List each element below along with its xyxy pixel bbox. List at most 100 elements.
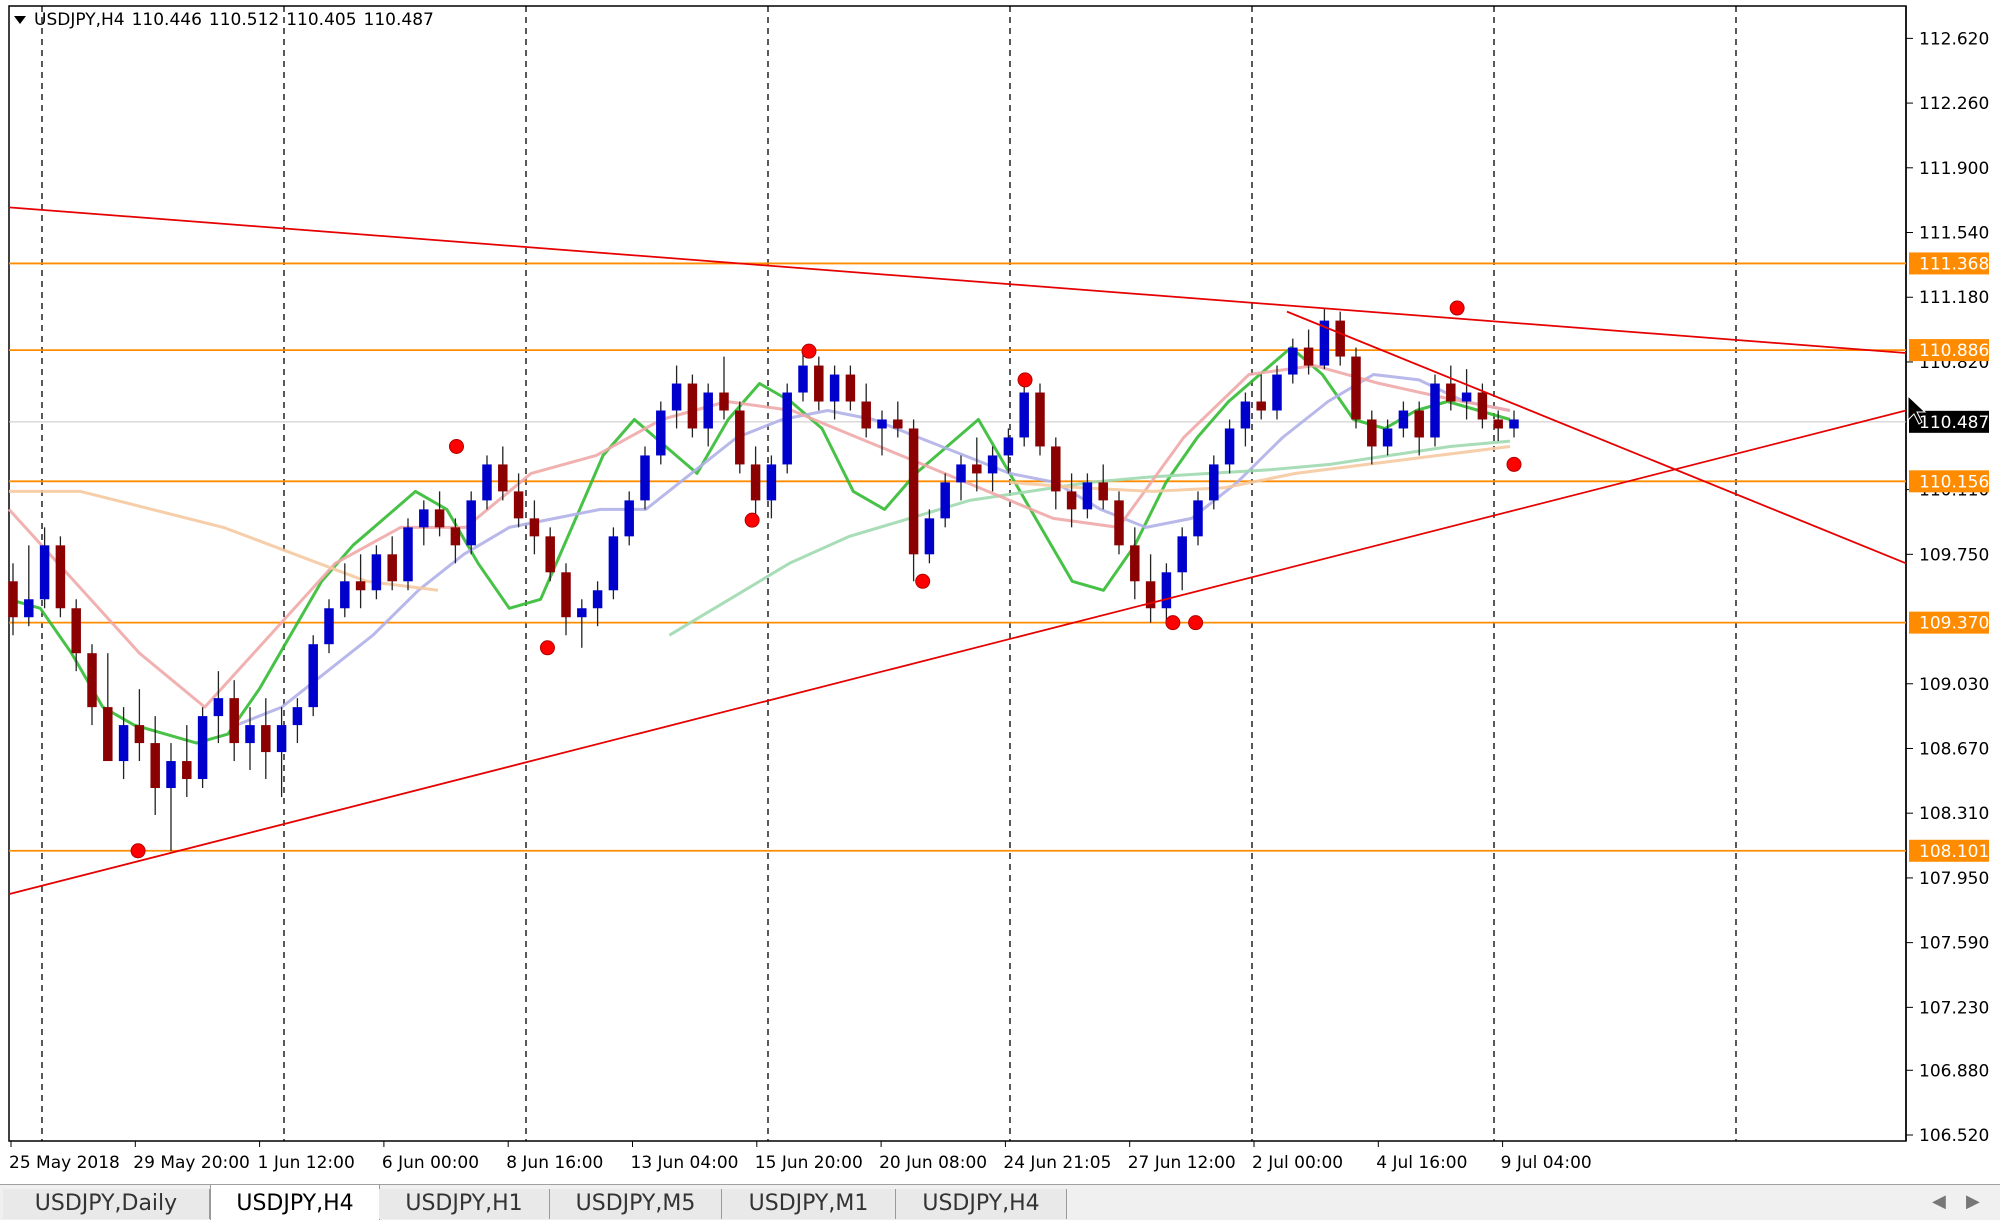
swing-marker bbox=[1165, 615, 1181, 631]
chart-title[interactable]: USDJPY,H4 110.446 110.512 110.405 110.487 bbox=[14, 10, 441, 30]
candle-body bbox=[1130, 545, 1140, 582]
time-axis: 25 May 2018 29 May 20:00 1 Jun 12:00 6 Jun … bbox=[9, 1141, 1592, 1173]
candle-body bbox=[656, 410, 666, 456]
tab-scroll-right-icon[interactable]: ▶ bbox=[1966, 1191, 1980, 1212]
time-tick-label: 13 Jun 04:00 bbox=[631, 1153, 739, 1173]
candle-body bbox=[529, 518, 540, 537]
candle-body bbox=[39, 545, 50, 600]
candle-body bbox=[624, 500, 634, 537]
time-tick-label: 9 Jul 04:00 bbox=[1501, 1153, 1592, 1173]
candle-body bbox=[908, 428, 919, 555]
candle-body bbox=[735, 410, 745, 465]
candle-body bbox=[972, 464, 982, 474]
price-tick-label: 111.540 bbox=[1919, 224, 1989, 244]
candle-body bbox=[1224, 428, 1235, 465]
candle-body bbox=[1351, 356, 1361, 420]
level-label-text: 110.886 bbox=[1919, 341, 1989, 361]
candle-body bbox=[197, 716, 208, 780]
candle-body bbox=[498, 464, 508, 492]
chart-tab-bar: USDJPY,Daily USDJPY,H4 USDJPY,H1 USDJPY,… bbox=[0, 1184, 2000, 1220]
plot-frame bbox=[8, 5, 1907, 1142]
candle-body bbox=[1272, 374, 1282, 411]
candle-body bbox=[1209, 464, 1219, 501]
candle-body bbox=[1003, 437, 1014, 456]
swing-marker bbox=[130, 843, 146, 859]
candle-body bbox=[956, 464, 966, 483]
candle-body bbox=[1051, 446, 1061, 492]
level-labels: 111.368 110.886 110.156 109.370 108.101 110.4… bbox=[1909, 252, 1989, 862]
candle-body bbox=[1066, 491, 1077, 510]
swing-marker bbox=[915, 573, 931, 589]
price-chart[interactable]: 112.620 112.260 111.900 111.540 111.180 110.8… bbox=[0, 0, 2000, 1184]
chart-area[interactable]: 112.620 112.260 111.900 111.540 111.180 110.8… bbox=[0, 0, 2000, 1184]
candle-body bbox=[1114, 500, 1124, 546]
candle-body bbox=[814, 365, 824, 402]
candle-body bbox=[1335, 320, 1345, 357]
price-tick-label: 111.180 bbox=[1919, 288, 1989, 308]
candle-body bbox=[1477, 392, 1488, 420]
candle-body bbox=[671, 383, 682, 411]
time-tick-label: 25 May 2018 bbox=[9, 1153, 120, 1173]
tab-usdjpy-h1[interactable]: USDJPY,H1 bbox=[379, 1189, 550, 1219]
tab-usdjpy-m1[interactable]: USDJPY,M1 bbox=[722, 1189, 896, 1219]
current-price-box bbox=[1909, 410, 1989, 433]
candle-body bbox=[987, 455, 998, 474]
current-price-label: 110.487 bbox=[1919, 413, 1989, 433]
candle-body bbox=[182, 761, 192, 780]
price-axis: 112.620 112.260 111.900 111.540 111.180 110.8… bbox=[1906, 29, 1989, 1146]
title-symbol: USDJPY,H4 bbox=[34, 10, 125, 30]
candle-body bbox=[55, 545, 66, 609]
candle-body bbox=[166, 761, 176, 789]
candle-body bbox=[1145, 581, 1156, 609]
candle-body bbox=[798, 365, 808, 393]
candle-body bbox=[1461, 392, 1472, 402]
level-label-box bbox=[1909, 252, 1989, 275]
dropdown-arrow-icon[interactable] bbox=[14, 16, 26, 24]
candle-body bbox=[1430, 383, 1440, 438]
candle-body bbox=[513, 491, 524, 519]
candle-body bbox=[1161, 572, 1172, 609]
candle-body bbox=[482, 464, 492, 501]
candle-body bbox=[213, 698, 224, 717]
price-tick-label: 108.310 bbox=[1919, 804, 1989, 824]
candle-body bbox=[1446, 383, 1456, 402]
ma-mid-line bbox=[235, 373, 1511, 727]
candle-body bbox=[1082, 482, 1093, 510]
candle-body bbox=[261, 725, 271, 753]
tab-usdjpy-h4[interactable]: USDJPY,H4 bbox=[210, 1185, 380, 1220]
candle-body bbox=[877, 419, 887, 429]
trendlines[interactable] bbox=[8, 206, 1907, 895]
candle-body bbox=[340, 581, 350, 609]
swing-marker bbox=[539, 640, 555, 656]
swing-marker bbox=[1188, 615, 1204, 631]
level-label-box bbox=[1909, 339, 1989, 362]
time-tick-label: 24 Jun 21:05 bbox=[1003, 1153, 1111, 1173]
candle-body bbox=[1493, 419, 1503, 429]
candle-body bbox=[466, 500, 476, 546]
candle-body bbox=[403, 527, 413, 582]
level-label-box bbox=[1909, 470, 1989, 493]
level-label-text: 108.101 bbox=[1919, 842, 1989, 862]
candle-body bbox=[434, 509, 445, 528]
candles bbox=[8, 308, 1519, 851]
candle-body bbox=[118, 725, 129, 762]
candle-body bbox=[8, 581, 18, 618]
candle-body bbox=[229, 698, 239, 744]
ma-orange-line bbox=[9, 445, 1511, 592]
vertical-separators bbox=[41, 6, 1737, 1141]
price-tick-label: 106.880 bbox=[1919, 1061, 1989, 1081]
candle-body bbox=[640, 455, 650, 501]
candle-body bbox=[1256, 401, 1266, 411]
tab-usdjpy-h4-2[interactable]: USDJPY,H4 bbox=[896, 1189, 1067, 1219]
tab-usdjpy-m5[interactable]: USDJPY,M5 bbox=[550, 1189, 722, 1219]
candle-body bbox=[861, 401, 871, 429]
candle-body bbox=[703, 392, 713, 429]
short-term-down-trendline bbox=[1286, 310, 1907, 565]
time-tick-label: 1 Jun 12:00 bbox=[258, 1153, 355, 1173]
candle-body bbox=[450, 527, 461, 546]
time-tick-label: 8 Jun 16:00 bbox=[506, 1153, 603, 1173]
tab-usdjpy-daily[interactable]: USDJPY,Daily bbox=[3, 1189, 210, 1219]
price-tick-label: 106.520 bbox=[1919, 1126, 1989, 1146]
tab-scroll-left-icon[interactable]: ◀ bbox=[1932, 1191, 1946, 1212]
candle-body bbox=[1509, 419, 1519, 429]
